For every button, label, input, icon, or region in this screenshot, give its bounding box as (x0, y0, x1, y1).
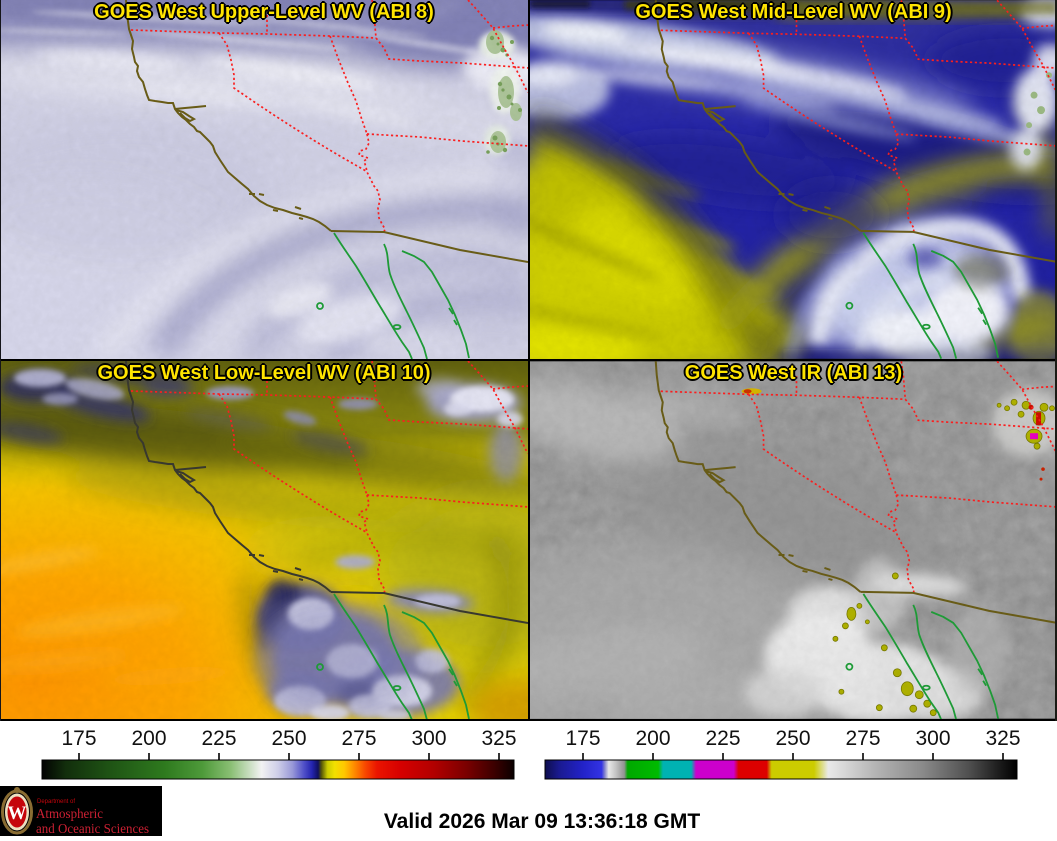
svg-text:Atmospheric: Atmospheric (36, 807, 103, 822)
svg-text:and Oceanic Sciences: and Oceanic Sciences (36, 822, 149, 836)
svg-text:W: W (8, 803, 27, 824)
svg-text:Department of: Department of (37, 799, 75, 805)
